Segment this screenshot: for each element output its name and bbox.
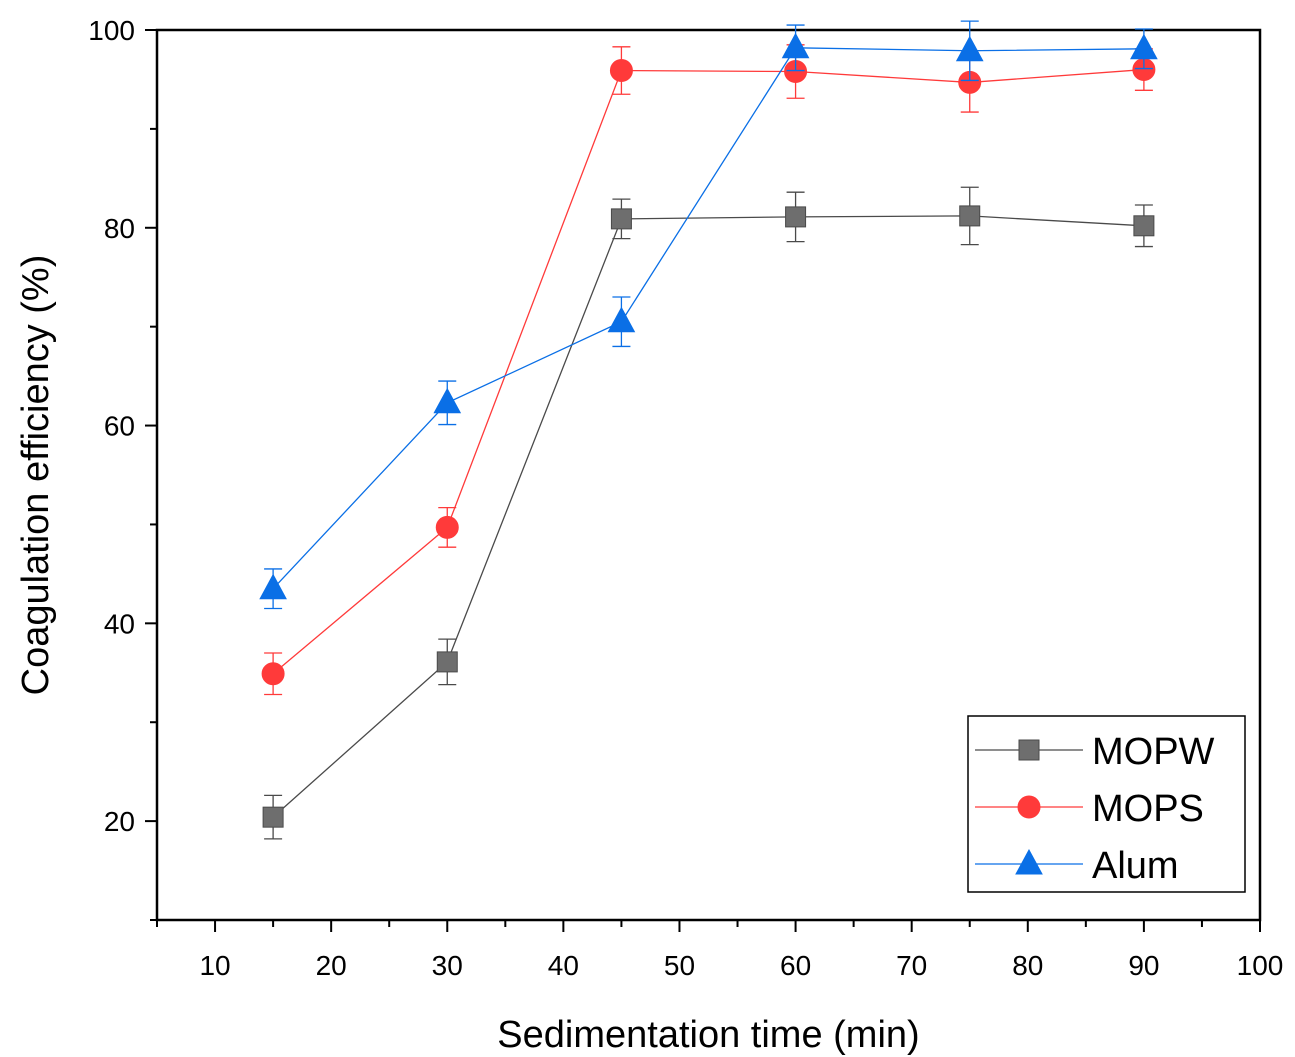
legend-label-mops: MOPS	[1092, 788, 1204, 830]
x-tick-label: 20	[316, 950, 347, 981]
x-tick-label: 30	[432, 950, 463, 981]
data-point-alum	[259, 573, 287, 600]
x-axis-title: Sedimentation time (min)	[497, 1014, 919, 1056]
data-point-mopw	[262, 806, 284, 828]
axis-ticks-layer: 10 20 30 40 50 60 70 80 90 100 20 40 60 80 100	[88, 15, 1283, 981]
legend-label-mopw: MOPW	[1092, 731, 1215, 773]
x-tick-label: 50	[664, 950, 695, 981]
legend-marker-alum	[1015, 848, 1043, 875]
series-layer	[259, 20, 1158, 840]
data-point-mopw	[1133, 215, 1155, 237]
plot-frame	[155, 28, 1262, 922]
series-mops	[261, 44, 1156, 696]
x-tick-label: 60	[780, 950, 811, 981]
plot-frame-layer	[155, 28, 1262, 922]
legend-label-alum: Alum	[1092, 845, 1179, 887]
x-tick-label: 100	[1237, 950, 1284, 981]
series-line-alum	[272, 47, 1144, 590]
series-line-mopw	[272, 215, 1144, 818]
data-point-mops	[261, 662, 285, 686]
y-tick-label: 40	[104, 608, 135, 639]
data-point-mops	[435, 515, 459, 539]
data-point-mopw	[959, 205, 981, 227]
series-line-mops	[272, 68, 1144, 675]
x-tick-label: 80	[1012, 950, 1043, 981]
data-point-alum	[607, 306, 636, 333]
x-tick-label: 90	[1128, 950, 1159, 981]
legend-box	[967, 715, 1246, 893]
x-tick-label: 70	[896, 950, 927, 981]
data-point-alum	[433, 387, 462, 414]
legend-marker-mopw	[1018, 739, 1040, 761]
series-mopw	[262, 186, 1155, 840]
data-point-mops	[609, 59, 633, 83]
legend: MOPW MOPS Alum	[967, 715, 1246, 893]
data-point-alum	[781, 32, 810, 59]
data-point-mopw	[785, 206, 807, 228]
series-alum	[259, 20, 1158, 610]
data-point-mopw	[436, 651, 458, 673]
data-point-alum	[955, 35, 984, 62]
data-point-alum	[1130, 33, 1158, 60]
y-axis-title: Coagulation efficiency (%)	[15, 255, 57, 696]
y-tick-label: 60	[104, 411, 135, 442]
data-point-mopw	[610, 208, 632, 230]
y-tick-label: 100	[88, 15, 135, 46]
legend-marker-mops	[1017, 795, 1041, 819]
x-tick-label: 40	[548, 950, 579, 981]
x-tick-label: 10	[199, 950, 230, 981]
y-tick-label: 20	[104, 806, 135, 837]
y-tick-label: 80	[104, 213, 135, 244]
